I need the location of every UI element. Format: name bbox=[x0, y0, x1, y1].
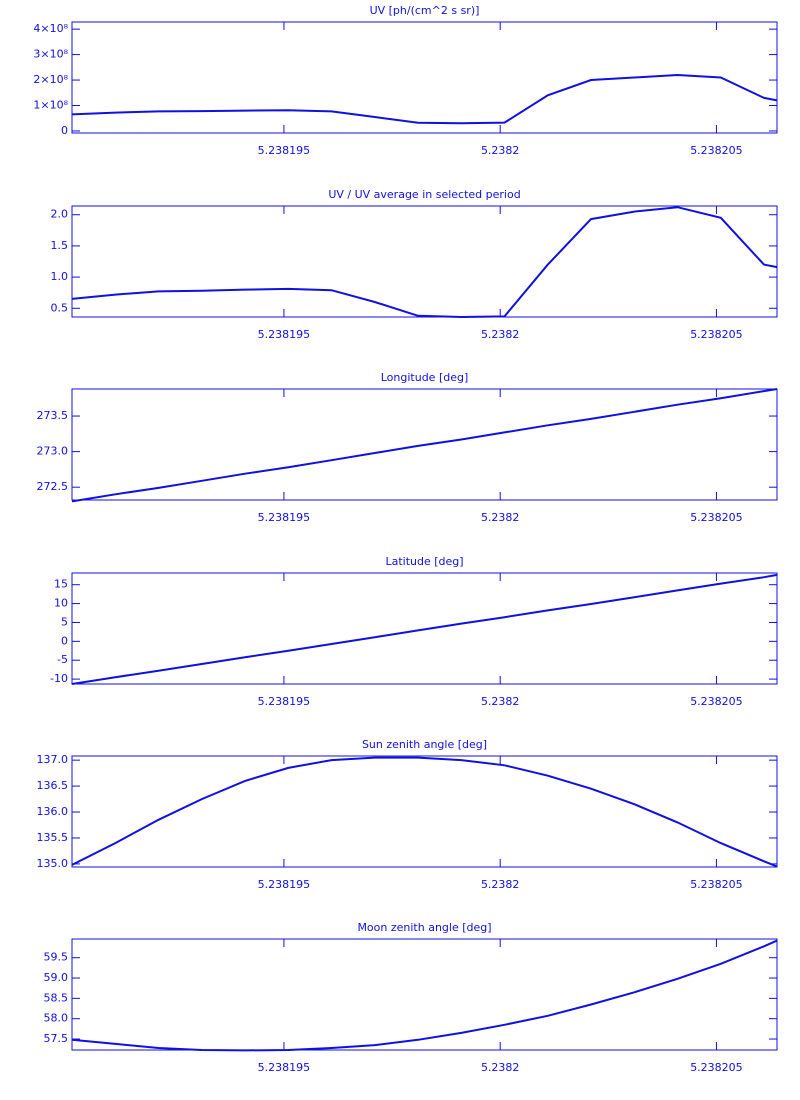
plot-frame bbox=[71, 205, 778, 318]
y-tick-label: 3×10⁸ bbox=[33, 48, 68, 61]
plot-frame bbox=[71, 572, 778, 685]
x-tick-label: 5.238205 bbox=[690, 1061, 743, 1074]
plot-frame bbox=[71, 21, 778, 134]
x-tick-label: 5.2382 bbox=[481, 144, 520, 157]
y-tick-label: 4×10⁸ bbox=[33, 22, 68, 35]
chart-title: Longitude [deg] bbox=[381, 371, 469, 384]
y-tick-label: 135.5 bbox=[37, 831, 69, 844]
x-tick-label: 5.238195 bbox=[258, 511, 311, 524]
x-tick-label: 5.2382 bbox=[481, 328, 520, 341]
chart-title: UV [ph/(cm^2 s sr)] bbox=[370, 4, 480, 17]
y-tick-label: -10 bbox=[50, 672, 68, 685]
x-tick-label: 5.238195 bbox=[258, 1061, 311, 1074]
x-tick-label: 5.238205 bbox=[690, 144, 743, 157]
plot-frame bbox=[71, 938, 778, 1051]
y-tick-label: 1×10⁸ bbox=[33, 99, 68, 112]
y-tick-label: 0.5 bbox=[51, 301, 69, 314]
x-tick-label: 5.2382 bbox=[481, 511, 520, 524]
chart-title: Sun zenith angle [deg] bbox=[362, 738, 487, 751]
y-tick-label: 10 bbox=[54, 597, 68, 610]
y-tick-label: 59.5 bbox=[44, 951, 69, 964]
y-tick-label: 2.0 bbox=[51, 208, 69, 221]
data-line bbox=[71, 756, 778, 868]
x-tick-label: 5.238205 bbox=[690, 695, 743, 708]
y-tick-label: 136.5 bbox=[37, 779, 69, 792]
y-tick-label: -5 bbox=[57, 653, 68, 666]
chart-title: Moon zenith angle [deg] bbox=[357, 921, 491, 934]
y-tick-label: 2×10⁸ bbox=[33, 73, 68, 86]
y-tick-label: 58.5 bbox=[44, 991, 69, 1004]
data-line bbox=[71, 206, 778, 319]
x-tick-label: 5.2382 bbox=[481, 1061, 520, 1074]
y-tick-label: 5 bbox=[61, 615, 68, 628]
x-tick-label: 5.238205 bbox=[690, 878, 743, 891]
y-tick-label: 136.0 bbox=[37, 805, 69, 818]
y-tick-label: 273.0 bbox=[37, 445, 69, 458]
y-tick-label: 135.0 bbox=[37, 857, 69, 870]
y-tick-label: 137.0 bbox=[37, 753, 69, 766]
y-tick-label: 59.0 bbox=[44, 971, 69, 984]
plot-frame bbox=[71, 388, 778, 501]
x-tick-label: 5.238195 bbox=[258, 144, 311, 157]
x-tick-label: 5.2382 bbox=[481, 695, 520, 708]
data-line bbox=[71, 939, 778, 1052]
chart-title: Latitude [deg] bbox=[385, 555, 463, 568]
data-line bbox=[71, 73, 778, 125]
y-tick-label: 1.0 bbox=[51, 270, 69, 283]
x-tick-label: 5.238205 bbox=[690, 328, 743, 341]
y-tick-label: 58.0 bbox=[44, 1012, 69, 1025]
chart-title: UV / UV average in selected period bbox=[328, 188, 520, 201]
y-tick-label: 15 bbox=[54, 578, 68, 591]
y-tick-label: 57.5 bbox=[44, 1032, 69, 1045]
x-tick-label: 5.238195 bbox=[258, 878, 311, 891]
plot-frame bbox=[71, 755, 778, 868]
y-tick-label: 0 bbox=[61, 634, 68, 647]
x-tick-label: 5.238205 bbox=[690, 511, 743, 524]
data-line bbox=[71, 388, 778, 503]
y-tick-label: 0 bbox=[61, 124, 68, 137]
x-tick-label: 5.238195 bbox=[258, 695, 311, 708]
y-tick-label: 273.5 bbox=[37, 409, 69, 422]
y-tick-label: 272.5 bbox=[37, 480, 69, 493]
x-tick-label: 5.238195 bbox=[258, 328, 311, 341]
data-line bbox=[71, 573, 778, 685]
x-tick-label: 5.2382 bbox=[481, 878, 520, 891]
y-tick-label: 1.5 bbox=[51, 239, 69, 252]
